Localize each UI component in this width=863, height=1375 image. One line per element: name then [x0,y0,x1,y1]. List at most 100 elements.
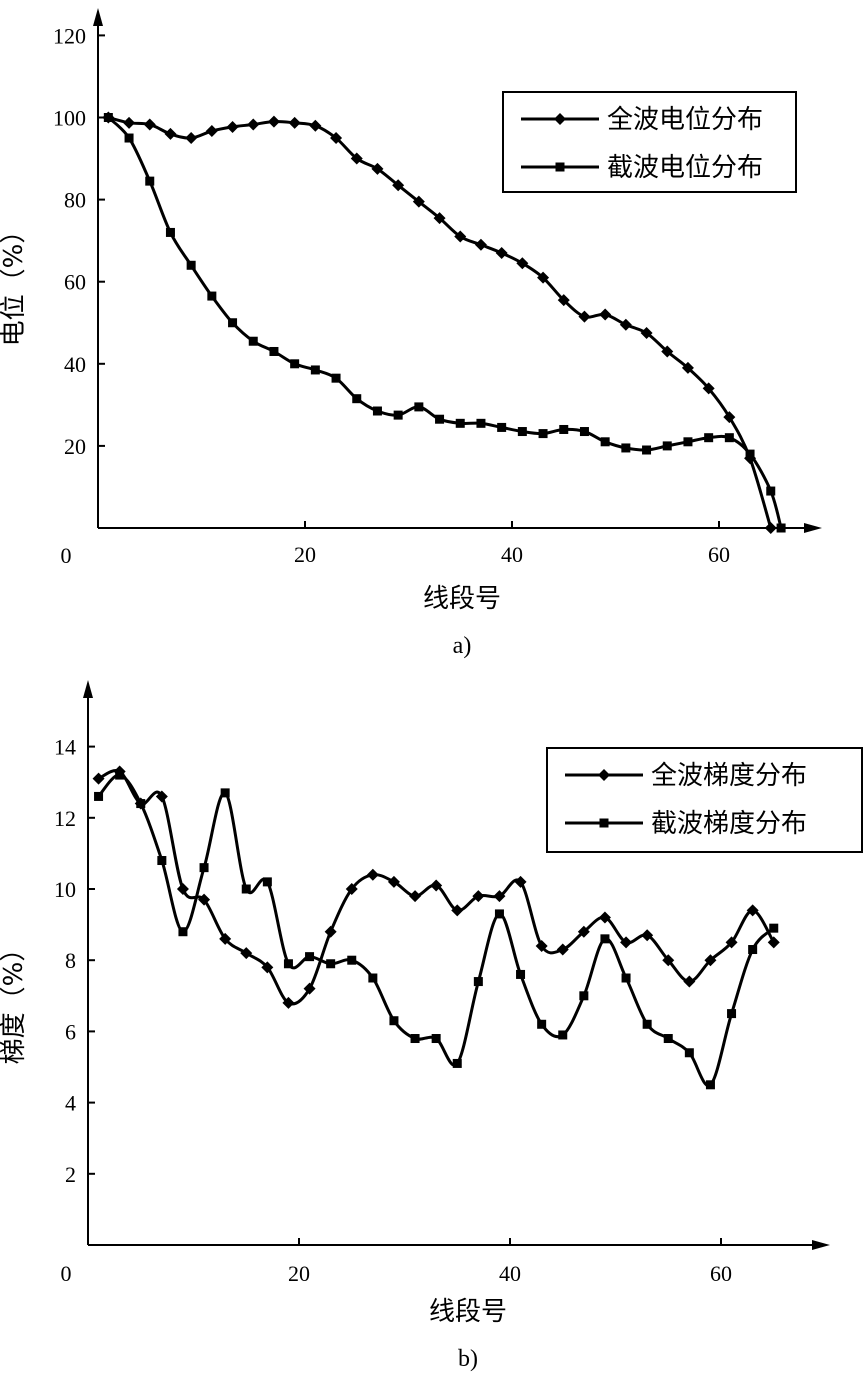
x-axis-label: 线段号 [429,1297,507,1327]
data-point-marker [220,788,230,798]
data-point-marker [409,890,422,903]
y-tick-label: 4 [65,1091,76,1116]
data-point-marker [392,179,405,192]
data-point-marker [746,904,759,917]
data-point-marker [241,884,251,894]
origin-label: 0 [61,543,72,568]
data-point-marker [495,246,508,259]
data-point-marker [724,433,734,443]
data-point-marker [454,230,467,243]
data-point-marker [704,954,717,967]
x-tick-label: 40 [499,1261,521,1286]
data-point-marker [305,952,315,962]
data-point-marker [748,945,758,955]
data-point-marker [599,308,612,321]
y-tick-label: 8 [65,948,76,973]
data-point-marker [577,925,590,938]
data-point-marker [345,883,358,895]
y-axis-arrow-icon [93,8,103,26]
y-tick-label: 20 [64,434,86,459]
data-point-marker [702,382,715,395]
data-point-marker [769,923,779,933]
data-point-marker [517,427,527,437]
data-point-marker [598,911,611,924]
data-point-marker [661,345,674,358]
data-point-marker [186,260,196,270]
data-point-marker [248,336,258,346]
data-point-marker [621,443,631,453]
data-point-marker [538,429,548,439]
data-point-marker [303,982,316,995]
data-point-marker [145,176,155,186]
x-tick-label: 60 [708,542,730,567]
data-point-marker [619,318,632,331]
data-point-marker [262,877,272,887]
legend-marker-icon [598,769,610,781]
data-point-marker [493,890,506,903]
data-point-marker [352,394,362,404]
data-point-marker [558,1030,568,1040]
data-point-marker [535,939,548,952]
data-point-marker [514,875,527,888]
data-point-marker [431,1034,441,1044]
data-point-marker [745,449,755,459]
data-point-marker [764,522,777,534]
data-point-marker [476,418,486,428]
data-point-marker [198,893,211,906]
data-point-marker [155,790,168,803]
data-point-marker [324,925,337,938]
x-tick-label: 20 [294,542,316,567]
legend-label: 截波梯度分布 [651,809,807,839]
legend-label: 全波电位分布 [607,105,763,135]
data-point-marker [681,361,694,374]
panel-caption: b) [458,1346,478,1372]
origin-label: 0 [61,1261,72,1286]
data-point-marker [433,212,446,225]
legend-marker-icon [599,818,609,828]
data-point-marker [372,406,382,416]
y-tick-label: 100 [53,106,86,131]
data-point-marker [205,125,218,138]
data-point-marker [123,116,136,129]
legend-label: 全波梯度分布 [651,761,807,791]
data-point-marker [578,310,591,323]
data-point-marker [347,955,357,965]
data-point-marker [641,929,654,942]
data-point-marker [176,883,189,895]
data-point-marker [600,437,610,447]
data-point-marker [326,959,336,969]
data-point-marker [157,856,167,866]
data-point-marker [199,863,209,873]
data-point-marker [207,291,217,301]
data-point-marker [185,132,198,145]
data-point-marker [219,932,232,945]
data-point-marker [283,959,293,969]
x-axis-label: 线段号 [423,584,501,614]
chart-panel-a: 0 20 40 60 20 40 60 80 100 120 线段号 电位（%） a) 全波电位分布截波电… [0,8,822,659]
data-point-marker [642,445,652,455]
y-axis-label: 梯度（%） [0,936,29,1065]
panel-caption: a) [453,633,472,659]
data-point-marker [516,257,529,270]
data-point-marker [640,327,653,340]
data-point-marker [455,418,465,428]
data-point-marker [684,1048,694,1058]
data-point-marker [247,118,260,131]
data-point-marker [516,969,526,979]
y-tick-label: 60 [64,270,86,295]
data-point-marker [226,120,239,133]
data-point-marker [537,1019,547,1029]
data-point-marker [331,373,341,383]
y-axis-label: 电位（%） [0,218,29,347]
data-point-marker [704,433,714,443]
data-point-marker [430,879,443,892]
data-point-marker [556,943,569,956]
legend-marker-icon [554,113,566,125]
data-point-marker [330,132,343,145]
data-point-marker [387,875,400,888]
y-tick-label: 80 [64,188,86,213]
data-point-marker [494,909,504,919]
